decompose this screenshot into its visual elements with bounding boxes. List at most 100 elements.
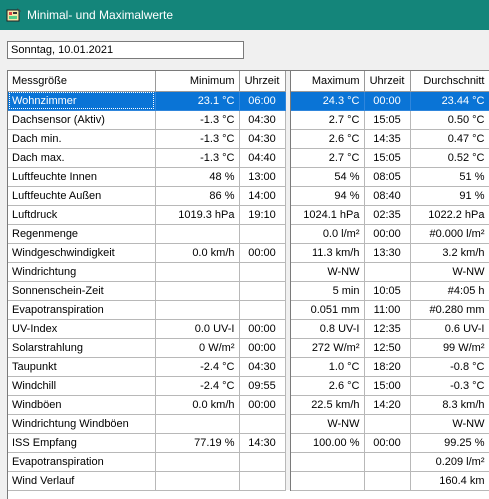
title-bar[interactable]: Minimal- und Maximalwerte <box>0 0 489 30</box>
cell-max-time: 14:35 <box>364 129 411 149</box>
cell-max-time: 15:00 <box>364 376 411 396</box>
table-row[interactable]: Luftfeuchte Innen 48 % 13:00 54 % 08:05 51 % <box>8 167 489 187</box>
cell-max-time: 08:40 <box>364 186 411 206</box>
cell-average: 0.209 l/m² <box>410 452 489 472</box>
cell-average: 99.25 % <box>410 433 489 453</box>
cell-min-time: 14:00 <box>239 186 286 206</box>
cell-minimum <box>155 414 240 434</box>
cell-average: 8.3 km/h <box>410 395 489 415</box>
cell-minimum: -1.3 °C <box>155 129 240 149</box>
column-header-min-time[interactable]: Uhrzeit <box>239 71 286 92</box>
cell-max-time: 13:30 <box>364 243 411 263</box>
cell-minimum: 0.0 km/h <box>155 243 240 263</box>
column-header-minimum[interactable]: Minimum <box>155 71 240 92</box>
cell-maximum: 2.7 °C <box>290 148 365 168</box>
column-header-average[interactable]: Durchschnitt <box>410 71 489 92</box>
cell-max-time: 02:35 <box>364 205 411 225</box>
column-separator <box>284 471 291 490</box>
cell-minimum <box>155 300 240 320</box>
cell-average: 91 % <box>410 186 489 206</box>
cell-name: Regenmenge <box>8 224 156 244</box>
cell-average: 0.52 °C <box>410 148 489 168</box>
cell-maximum: 5 min <box>290 281 365 301</box>
cell-name: Luftfeuchte Innen <box>8 167 156 187</box>
cell-max-time: 12:35 <box>364 319 411 339</box>
table-body: Wohnzimmer 23.1 °C 06:00 24.3 °C 00:00 23.44 … <box>8 91 489 491</box>
cell-name: Wohnzimmer <box>8 91 156 111</box>
table-row[interactable]: UV-Index 0.0 UV-I 00:00 0.8 UV-I 12:35 0.6 UV… <box>8 319 489 339</box>
table-row[interactable]: Regenmenge 0.0 l/m² 00:00 #0.000 l/m² <box>8 224 489 244</box>
table-row[interactable]: Windchill -2.4 °C 09:55 2.6 °C 15:00 -0.3 °C <box>8 376 489 396</box>
table-row[interactable]: Windrichtung W-NW W-NW <box>8 262 489 282</box>
table-row[interactable]: Windgeschwindigkeit 0.0 km/h 00:00 11.3 km/… <box>8 243 489 263</box>
cell-minimum <box>155 262 240 282</box>
cell-name: Windgeschwindigkeit <box>8 243 156 263</box>
cell-minimum: 48 % <box>155 167 240 187</box>
cell-min-time <box>239 281 286 301</box>
column-separator <box>284 300 291 319</box>
table-row[interactable]: Dach max. -1.3 °C 04:40 2.7 °C 15:05 0.52 °C <box>8 148 489 168</box>
cell-max-time: 00:00 <box>364 91 411 111</box>
column-separator <box>284 91 291 110</box>
table-row[interactable]: Dach min. -1.3 °C 04:30 2.6 °C 14:35 0.47 °C <box>8 129 489 149</box>
cell-average: #4:05 h <box>410 281 489 301</box>
cell-average: 23.44 °C <box>410 91 489 111</box>
cell-min-time: 00:00 <box>239 319 286 339</box>
cell-maximum <box>290 471 365 491</box>
table-row[interactable]: ISS Empfang 77.19 % 14:30 100.00 % 00:00 99.2… <box>8 433 489 453</box>
table-row[interactable]: Dachsensor (Aktiv) -1.3 °C 04:30 2.7 °C 15:0… <box>8 110 489 130</box>
column-separator <box>284 395 291 414</box>
cell-maximum: 100.00 % <box>290 433 365 453</box>
column-header-max-time[interactable]: Uhrzeit <box>364 71 411 92</box>
cell-max-time: 00:00 <box>364 224 411 244</box>
cell-name: Windböen <box>8 395 156 415</box>
cell-max-time: 14:20 <box>364 395 411 415</box>
table-row[interactable]: Luftdruck 1019.3 hPa 19:10 1024.1 hPa 02:35 1… <box>8 205 489 225</box>
cell-min-time <box>239 452 286 472</box>
cell-name: Solarstrahlung <box>8 338 156 358</box>
table-row[interactable]: Evapotranspiration 0.051 mm 11:00 #0.280 mm <box>8 300 489 320</box>
column-separator <box>284 205 291 224</box>
table-row[interactable]: Wohnzimmer 23.1 °C 06:00 24.3 °C 00:00 23.44 … <box>8 91 489 111</box>
cell-maximum: 24.3 °C <box>290 91 365 111</box>
cell-maximum: 54 % <box>290 167 365 187</box>
cell-max-time: 18:20 <box>364 357 411 377</box>
cell-maximum <box>290 452 365 472</box>
table-row[interactable]: Evapotranspiration 0.209 l/m² <box>8 452 489 472</box>
column-separator <box>284 376 291 395</box>
column-separator <box>284 243 291 262</box>
cell-name: Windchill <box>8 376 156 396</box>
cell-min-time <box>239 262 286 282</box>
cell-average: W-NW <box>410 414 489 434</box>
cell-min-time <box>239 471 286 491</box>
cell-min-time: 00:00 <box>239 243 286 263</box>
column-separator <box>284 186 291 205</box>
cell-minimum: 0 W/m² <box>155 338 240 358</box>
table-row[interactable]: Windrichtung Windböen W-NW W-NW <box>8 414 489 434</box>
column-header-maximum[interactable]: Maximum <box>290 71 365 92</box>
cell-name: Windrichtung Windböen <box>8 414 156 434</box>
column-separator <box>284 110 291 129</box>
cell-average: 0.47 °C <box>410 129 489 149</box>
column-header-name[interactable]: Messgröße <box>8 71 156 92</box>
column-separator <box>284 357 291 376</box>
values-table: Messgröße Minimum Uhrzeit Maximum Uhrzei… <box>8 71 489 491</box>
cell-name: Dachsensor (Aktiv) <box>8 110 156 130</box>
cell-average: W-NW <box>410 262 489 282</box>
cell-maximum: 2.6 °C <box>290 376 365 396</box>
table-row[interactable]: Wind Verlauf 160.4 km <box>8 471 489 491</box>
date-field[interactable]: Sonntag, 10.01.2021 <box>7 41 244 59</box>
table-row[interactable]: Windböen 0.0 km/h 00:00 22.5 km/h 14:20 8.3 k… <box>8 395 489 415</box>
table-row[interactable]: Solarstrahlung 0 W/m² 00:00 272 W/m² 12:50 99… <box>8 338 489 358</box>
values-grid[interactable]: Messgröße Minimum Uhrzeit Maximum Uhrzei… <box>7 70 489 499</box>
table-row[interactable]: Luftfeuchte Außen 86 % 14:00 94 % 08:40 91 % <box>8 186 489 206</box>
cell-min-time: 04:40 <box>239 148 286 168</box>
table-row[interactable]: Sonnenschein-Zeit 5 min 10:05 #4:05 h <box>8 281 489 301</box>
cell-max-time: 15:05 <box>364 110 411 130</box>
cell-maximum: 1.0 °C <box>290 357 365 377</box>
cell-name: UV-Index <box>8 319 156 339</box>
cell-name: Luftdruck <box>8 205 156 225</box>
cell-maximum: 2.7 °C <box>290 110 365 130</box>
table-row[interactable]: Taupunkt -2.4 °C 04:30 1.0 °C 18:20 -0.8 °C <box>8 357 489 377</box>
cell-minimum: -2.4 °C <box>155 376 240 396</box>
